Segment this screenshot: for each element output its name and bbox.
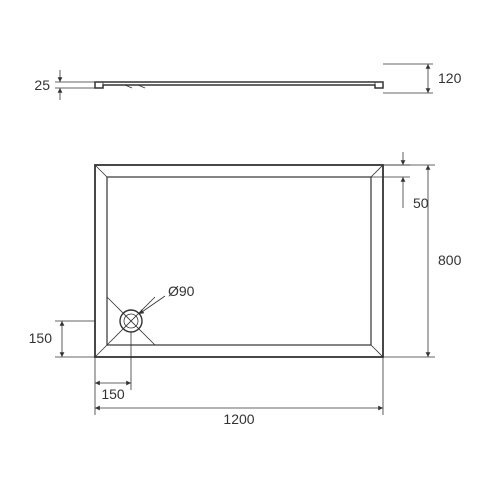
dim-50: 50 xyxy=(371,152,429,211)
plan-view: Ø90 800 50 1200 150 xyxy=(29,152,462,427)
dim-label-25: 25 xyxy=(34,77,50,93)
dim-150x: 150 xyxy=(95,332,131,402)
profile-view: 25 120 xyxy=(34,64,461,100)
dim-label-800: 800 xyxy=(438,252,462,268)
dim-profile-120: 120 xyxy=(383,64,462,93)
dim-label-d90: Ø90 xyxy=(168,283,195,299)
dim-label-150x: 150 xyxy=(101,386,125,402)
drain: Ø90 xyxy=(107,283,195,345)
dim-800: 800 xyxy=(383,165,462,357)
dim-label-1200: 1200 xyxy=(223,411,254,427)
dim-1200: 1200 xyxy=(95,357,383,427)
dim-label-50: 50 xyxy=(413,195,429,211)
dim-label-150y: 150 xyxy=(29,330,53,346)
dim-150y: 150 xyxy=(29,321,95,357)
dim-label-120: 120 xyxy=(438,70,462,86)
dim-profile-25: 25 xyxy=(34,70,95,100)
